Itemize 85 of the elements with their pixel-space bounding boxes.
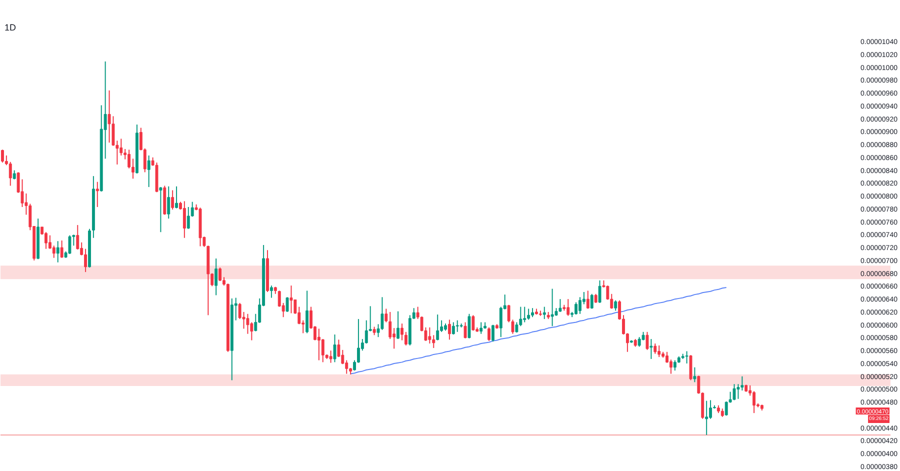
candlestick xyxy=(590,293,594,310)
candlestick xyxy=(214,258,218,296)
candlestick xyxy=(128,149,131,169)
candlestick xyxy=(56,240,60,263)
candlestick xyxy=(60,240,64,258)
candlestick xyxy=(598,280,602,304)
candlestick xyxy=(558,298,562,312)
candlestick xyxy=(182,200,186,238)
candlestick xyxy=(52,245,56,258)
line-series xyxy=(350,286,727,374)
candlestick xyxy=(594,293,598,304)
candlestick xyxy=(499,306,502,338)
candlestick xyxy=(550,288,554,327)
candlestick xyxy=(278,290,281,308)
candlestick xyxy=(171,190,174,210)
candlestick xyxy=(542,306,546,320)
candlestick xyxy=(578,296,582,314)
candlestick xyxy=(333,334,336,363)
candlestick xyxy=(396,310,400,340)
candlestick xyxy=(147,154,150,188)
candlestick xyxy=(186,206,190,230)
candlestick xyxy=(108,90,111,144)
candlestick xyxy=(673,360,676,372)
candlestick xyxy=(468,313,471,339)
candlestick xyxy=(464,322,467,339)
candlestick xyxy=(120,138,123,156)
candlestick xyxy=(167,186,170,220)
candlestick xyxy=(654,343,657,354)
candlestick xyxy=(586,290,590,310)
candlestick xyxy=(472,314,475,332)
candlestick xyxy=(48,234,52,250)
candlestick xyxy=(306,290,309,334)
candlestick xyxy=(638,336,641,348)
candlestick xyxy=(159,186,162,233)
candlestick xyxy=(321,338,324,363)
candlestick xyxy=(432,334,436,349)
candlestick xyxy=(752,390,756,414)
candlestick xyxy=(250,322,254,341)
candlestick xyxy=(531,308,534,318)
candlestick xyxy=(669,359,672,374)
candlestick xyxy=(689,354,692,381)
candlestick xyxy=(400,323,404,341)
candlestick xyxy=(709,400,712,420)
candlestick xyxy=(388,311,392,340)
candlestick xyxy=(527,308,530,320)
candlestick xyxy=(456,320,459,332)
candlestick xyxy=(693,366,696,383)
candlestick xyxy=(238,302,242,320)
candlestick xyxy=(404,331,408,346)
candlestick xyxy=(8,161,12,186)
candlestick xyxy=(286,296,289,312)
candlestick xyxy=(480,322,483,334)
candlestick xyxy=(658,344,661,358)
candlestick xyxy=(175,186,178,209)
candlestick xyxy=(491,324,494,342)
candlestick xyxy=(523,306,526,323)
candlestick xyxy=(452,322,455,335)
candlestick xyxy=(436,314,440,341)
candlestick xyxy=(614,300,618,312)
candlestick xyxy=(448,319,451,340)
candlestick xyxy=(96,181,99,208)
candlestick xyxy=(705,400,708,436)
candlestick xyxy=(732,384,736,401)
chart-title: 1D xyxy=(4,22,17,32)
candlestick xyxy=(724,400,728,416)
candlestick xyxy=(317,328,320,361)
candlestick xyxy=(329,350,332,364)
candlestick xyxy=(740,376,744,392)
candlestick xyxy=(384,308,388,323)
candlestick xyxy=(650,338,653,360)
candlestick xyxy=(270,285,273,298)
candlestick xyxy=(218,267,222,282)
candlestick xyxy=(428,326,432,344)
candlestick xyxy=(290,285,293,314)
candlestick xyxy=(488,326,490,342)
candlestick xyxy=(12,170,16,180)
candlestick xyxy=(666,351,668,364)
candlestick xyxy=(1,149,4,164)
candlestick xyxy=(84,248,88,273)
candlestick xyxy=(566,298,570,316)
candlestick xyxy=(646,331,649,350)
candlestick xyxy=(685,350,688,364)
candlestick xyxy=(68,234,72,254)
candlestick xyxy=(574,302,578,316)
candlestick xyxy=(132,158,134,180)
